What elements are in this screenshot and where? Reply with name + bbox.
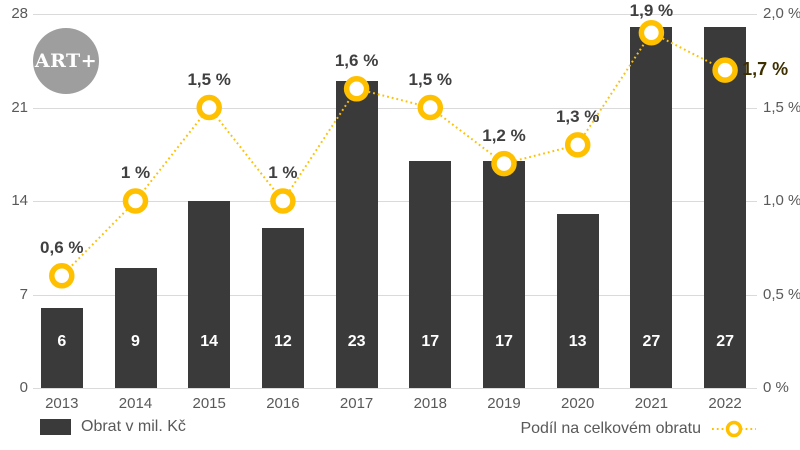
bar-2019	[483, 160, 525, 388]
line-marker-2019	[491, 150, 517, 177]
line-point-label-2013: 0,6 %	[40, 237, 84, 257]
x-axis-label-2018: 2018	[413, 395, 447, 412]
x-axis-label-2016: 2016	[266, 395, 300, 412]
bar-legend-label: Obrat v mil. Kč	[81, 418, 186, 435]
line-point-label-2015: 1,5 %	[187, 69, 231, 89]
line-point-label-2022: 1,7 %	[742, 59, 789, 80]
bar-2021	[630, 27, 673, 388]
y-axis-right-tick-label: 0 %	[763, 379, 789, 396]
line-point-label-2021: 1,9 %	[629, 1, 674, 20]
x-axis-label-2015: 2015	[192, 395, 226, 412]
bar-2020	[556, 214, 599, 388]
legend-bar-series: Obrat v mil. Kč	[40, 418, 186, 436]
line-point-label-2018: 1,5 %	[408, 69, 453, 89]
y-axis-left-tick-label: 28	[11, 5, 28, 22]
line-marker-2020	[564, 132, 591, 158]
line-marker-2018	[417, 94, 444, 121]
gridline	[33, 294, 757, 296]
gridline	[33, 14, 757, 15]
line-legend-label: Podíl na celkovém obratu	[520, 420, 701, 437]
x-axis-label-2019: 2019	[487, 395, 521, 412]
line-marker-2022	[712, 57, 738, 83]
line-legend-marker-icon	[712, 420, 756, 438]
line-marker-2015	[196, 94, 222, 121]
y-axis-left-tick-label: 14	[11, 192, 28, 209]
bar-value-label: 17	[495, 333, 513, 350]
bar-2014	[114, 267, 157, 388]
line-point-label-2017: 1,6 %	[334, 50, 379, 70]
gridline	[33, 201, 757, 202]
bar-value-label: 9	[131, 333, 140, 350]
line-point-label-2016: 1 %	[268, 163, 298, 182]
bar-value-label: 27	[716, 333, 734, 350]
line-marker-2017	[343, 76, 370, 102]
bar-value-label: 13	[568, 333, 587, 350]
y-axis-left-tick-label: 7	[19, 285, 28, 303]
line-point-label-2020: 1,3 %	[555, 106, 600, 126]
y-axis-right-tick-label: 1,0 %	[763, 192, 800, 209]
bar-value-label: 6	[57, 333, 67, 350]
x-axis-label-2021: 2021	[634, 395, 669, 412]
y-axis-right-tick-label: 2,0 %	[763, 5, 800, 22]
x-axis-label-2013: 2013	[45, 395, 79, 412]
bar-2013	[40, 307, 83, 388]
bar-value-label: 12	[273, 333, 292, 350]
gridline	[33, 107, 757, 109]
x-axis-label-2014: 2014	[118, 395, 153, 412]
y-axis-left-tick-label: 21	[11, 98, 28, 116]
line-point-label-2014: 1 %	[120, 163, 151, 182]
bar-2018	[409, 160, 452, 388]
y-axis-right-tick-label: 1,5 %	[763, 98, 800, 116]
y-axis-left-tick-label: 0	[19, 379, 28, 396]
y-axis-right-tick-label: 0,5 %	[763, 285, 800, 303]
line-marker-2013	[49, 263, 75, 289]
line-marker-2016	[270, 188, 296, 214]
line-path	[61, 31, 726, 277]
line-marker-2014	[122, 188, 149, 214]
bar-value-label: 14	[200, 333, 219, 350]
bar-2015	[188, 201, 231, 388]
bar-value-label: 23	[347, 333, 366, 350]
logo-text: ART+	[34, 50, 98, 72]
x-axis-label-2017: 2017	[339, 395, 374, 412]
bar-value-label: 27	[642, 333, 661, 350]
gridline	[33, 388, 757, 389]
line-marker-2021	[638, 19, 665, 46]
bar-value-label: 17	[421, 333, 440, 350]
bar-legend-swatch	[40, 419, 71, 435]
artplus-logo: ART+	[33, 28, 99, 94]
legend-line-series: Podíl na celkovém obratu	[520, 418, 757, 440]
line-point-label-2019: 1,2 %	[482, 125, 526, 145]
bar-2017	[335, 80, 378, 388]
x-axis-label-2022: 2022	[708, 395, 742, 412]
bar-2022	[704, 27, 747, 388]
x-axis-label-2020: 2020	[561, 395, 595, 412]
bar-2016	[261, 227, 304, 388]
